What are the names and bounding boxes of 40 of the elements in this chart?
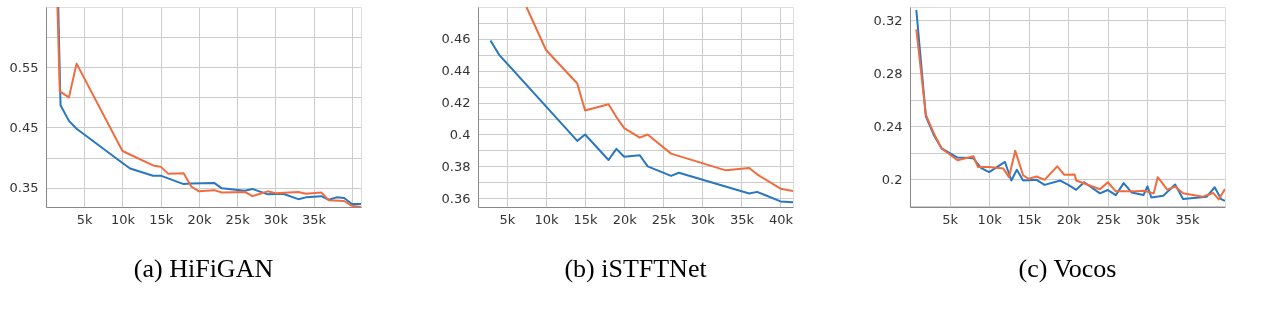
x-tick-label: 10k <box>110 211 136 227</box>
y-tick-label: 0.45 <box>9 119 39 135</box>
text: (b) iSTFTNet <box>564 254 708 283</box>
x-tick-label: 20k <box>187 211 212 227</box>
x-tick-label: 15k <box>149 211 174 227</box>
x-tick-label: 30k <box>1135 211 1161 227</box>
x-tick-label: 30k <box>263 211 289 227</box>
text: (c) Vocos <box>1018 254 1117 283</box>
x-tick-label: 20k <box>1056 211 1082 227</box>
x-tick-label: 25k <box>651 211 677 227</box>
line-series <box>525 7 793 192</box>
y-tick-label: 0.42 <box>441 95 471 111</box>
text: (a) HiFiGAN <box>133 254 274 283</box>
y-tick-label: 0.2 <box>881 171 903 187</box>
x-tick-label: 5k <box>942 211 959 227</box>
x-tick-label: 35k <box>1175 211 1201 227</box>
y-tick-label: 0.32 <box>873 12 903 28</box>
x-tick-label: 5k <box>76 211 94 227</box>
x-tick-label: 15k <box>1017 211 1042 227</box>
x-tick-label: 20k <box>612 211 638 227</box>
y-tick-label: 0.44 <box>441 63 471 79</box>
x-tick-label: 30k <box>690 211 716 227</box>
line-series <box>489 39 793 204</box>
x-tick-label: 25k <box>225 211 251 227</box>
x-tick-label: 35k <box>729 211 755 227</box>
y-tick-label: 0.24 <box>873 118 903 134</box>
y-tick-label: 0.38 <box>441 158 471 174</box>
x-tick-label: 5k <box>499 211 516 227</box>
x-tick-label: 10k <box>534 211 560 227</box>
y-tick-label: 0.35 <box>9 180 39 196</box>
x-tick-label: 40k <box>768 211 794 227</box>
y-tick-label: 0.55 <box>9 59 39 75</box>
y-tick-label: 0.36 <box>441 190 471 206</box>
x-tick-label: 15k <box>573 211 599 227</box>
x-tick-label: 35k <box>302 211 327 227</box>
y-tick-label: 0.4 <box>449 126 471 142</box>
x-tick-label: 10k <box>977 211 1003 227</box>
y-tick-label: 0.46 <box>441 31 471 47</box>
y-tick-label: 0.28 <box>873 65 903 81</box>
x-tick-label: 25k <box>1096 211 1121 227</box>
